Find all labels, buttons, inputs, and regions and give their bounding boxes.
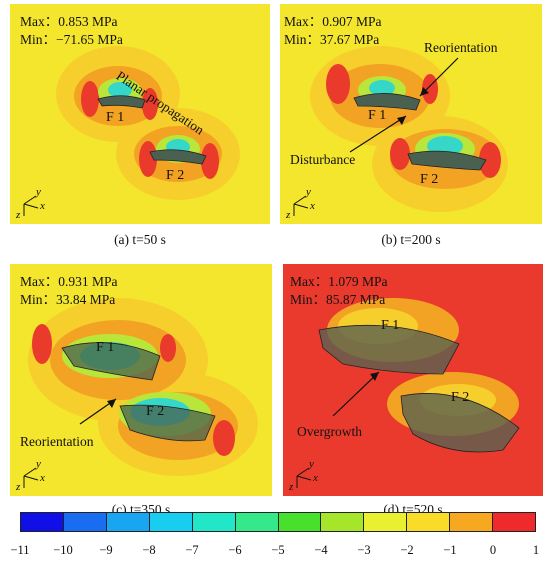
fracture-f2-mesh <box>407 150 487 171</box>
axis-x-label: x <box>313 472 318 484</box>
axis-triad-icon <box>23 467 39 488</box>
min-stress: Min：33.84 MPa <box>20 292 116 307</box>
colorbar-tick-label: −2 <box>400 543 414 557</box>
min-stress: Min：−71.65 MPa <box>20 32 123 47</box>
colorbar-tick-label: 0 <box>489 543 497 557</box>
reorientation-label: Reorientation <box>424 40 498 55</box>
colorbar-segment <box>364 513 408 531</box>
colorbar-segment <box>63 513 107 531</box>
stress-contour-a <box>56 46 240 200</box>
fracture-f1-label: F 1 <box>106 110 125 125</box>
colorbar-tick-label: −6 <box>228 543 242 557</box>
fracture-f1-mesh <box>61 342 161 381</box>
reorientation-label: Reorientation <box>20 434 94 449</box>
colorbar-segment <box>235 513 279 531</box>
colorbar-segment <box>450 513 494 531</box>
axis-x-label: x <box>40 472 45 484</box>
colorbar-segment <box>321 513 365 531</box>
axis-z-label: z <box>16 481 21 493</box>
fracture-f1-label: F 1 <box>381 318 400 333</box>
panel-b: Max：0.907 MPa Min：37.67 MPa Reorientatio… <box>280 4 542 224</box>
axis-z-label: z <box>289 481 294 493</box>
axis-triad-icon <box>23 195 39 216</box>
axis-x-label: x <box>40 200 45 212</box>
colorbar-tick-label: −4 <box>314 543 328 557</box>
overgrowth-label: Overgrowth <box>297 424 362 439</box>
colorbar-tick-label: −7 <box>185 543 199 557</box>
fracture-f1-label: F 1 <box>368 108 387 123</box>
colorbar-tick-label: −5 <box>271 543 285 557</box>
max-stress: Max：0.853 MPa <box>20 14 118 29</box>
caption-a: (a) t=50 s <box>114 232 166 247</box>
disturbance-label: Disturbance <box>290 152 356 167</box>
caption-b: (b) t=200 s <box>381 232 441 247</box>
colorbar-segment <box>192 513 236 531</box>
axis-x-label: x <box>310 200 315 212</box>
axis-y-label: y <box>309 458 314 470</box>
max-stress: Max：0.931 MPa <box>20 274 118 289</box>
colorbar-segment <box>106 513 150 531</box>
axis-z-label: z <box>16 209 21 221</box>
fracture-f2-label: F 2 <box>451 390 470 405</box>
colorbar-tick-label: −3 <box>357 543 371 557</box>
fracture-f2-mesh <box>149 149 207 165</box>
colorbar-segment <box>149 513 193 531</box>
fracture-f2-label: F 2 <box>146 404 165 419</box>
colorbar-segment <box>21 513 64 531</box>
fracture-f2-mesh <box>400 393 520 453</box>
fracture-f1-label: F 1 <box>96 340 115 355</box>
reorientation-arrow <box>419 57 459 97</box>
axis-triad-icon <box>296 467 312 488</box>
fracture-f1-mesh <box>97 95 146 109</box>
overgrowth-arrow <box>332 371 380 417</box>
colorbar-tick-label: −1 <box>443 543 457 557</box>
min-stress: Min：85.87 MPa <box>290 292 386 307</box>
panel-c: Max：0.931 MPa Min：33.84 MPa Reorientatio… <box>10 264 272 496</box>
axis-triad-icon <box>293 195 309 216</box>
colorbar-tick-label: −9 <box>99 543 113 557</box>
fracture-f2-label: F 2 <box>166 168 185 183</box>
axis-y-label: y <box>36 186 41 198</box>
axis-y-label: y <box>306 186 311 198</box>
panel-d: Max：1.079 MPa Min：85.87 MPa Overgrowth F… <box>283 264 543 496</box>
colorbar-tick-label: −8 <box>142 543 156 557</box>
colorbar-segment <box>493 513 536 531</box>
colorbar-tick-label: −11 <box>10 543 30 557</box>
axis-z-label: z <box>286 209 291 221</box>
fracture-f2-label: F 2 <box>420 172 439 187</box>
stress-contour-c <box>28 298 258 476</box>
max-stress: Max：0.907 MPa <box>284 14 382 29</box>
colorbar-tick-label: 1 <box>532 543 540 557</box>
min-stress: Min：37.67 MPa <box>284 32 380 47</box>
fracture-f2-mesh <box>119 404 216 442</box>
panel-a: Max：0.853 MPa Min：−71.65 MPa Planar prop… <box>10 4 270 224</box>
stress-contour-d <box>318 298 520 453</box>
colorbar-segment <box>407 513 451 531</box>
axis-y-label: y <box>36 458 41 470</box>
colorbar <box>20 512 536 532</box>
stress-contour-b <box>310 46 508 212</box>
disturbance-arrow <box>349 115 407 153</box>
fracture-f1-mesh <box>318 324 460 375</box>
fracture-f1-mesh <box>353 93 421 111</box>
colorbar-segment <box>278 513 322 531</box>
max-stress: Max：1.079 MPa <box>290 274 388 289</box>
colorbar-tick-label: −10 <box>53 543 73 557</box>
